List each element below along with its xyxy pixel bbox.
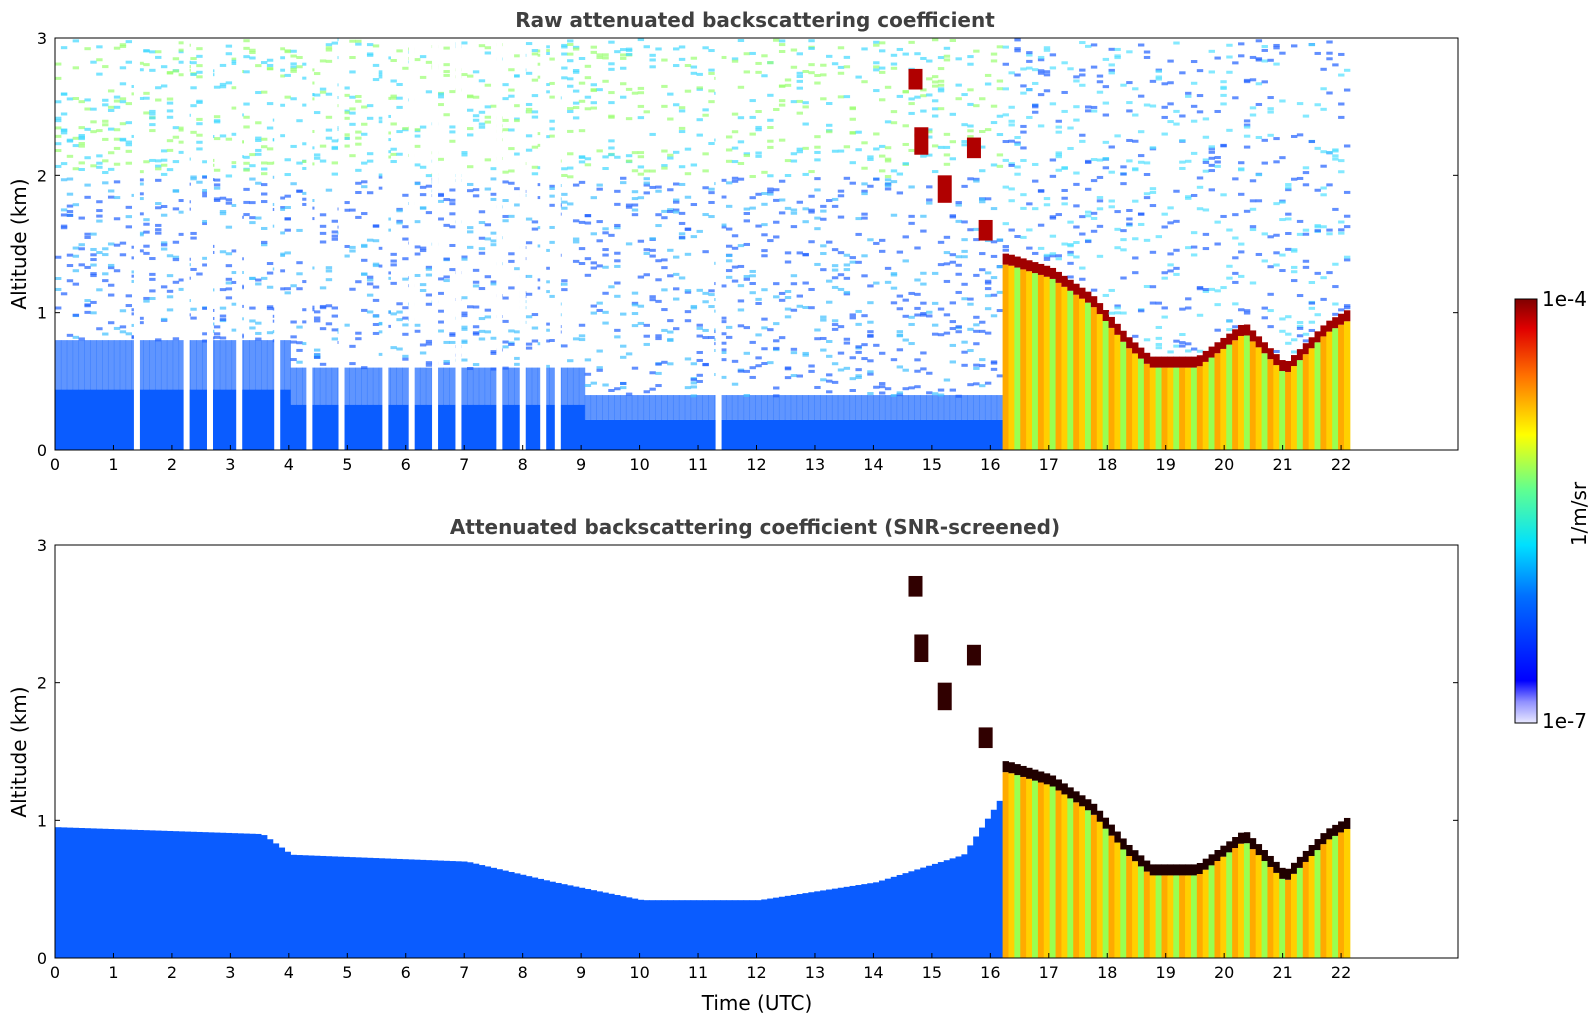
x-tick-label: 12 bbox=[746, 455, 766, 474]
snr-screened-panel: Attenuated backscattering coefficient (S… bbox=[7, 515, 1459, 1015]
x-tick-label: 7 bbox=[459, 963, 469, 982]
x-tick-label: 5 bbox=[342, 963, 352, 982]
y-axis-label: Altitude (km) bbox=[7, 686, 31, 817]
y-tick-label: 2 bbox=[37, 674, 47, 693]
x-tick-label: 0 bbox=[50, 963, 60, 982]
x-tick-label: 10 bbox=[629, 455, 649, 474]
x-tick-label: 16 bbox=[980, 963, 1000, 982]
x-tick-label: 16 bbox=[980, 455, 1000, 474]
y-tick-label: 3 bbox=[37, 29, 47, 48]
x-tick-label: 7 bbox=[459, 455, 469, 474]
y-tick-label: 1 bbox=[37, 811, 47, 830]
colorbar-max-label: 1e-4 bbox=[1542, 287, 1587, 311]
x-tick-label: 6 bbox=[401, 455, 411, 474]
x-tick-label: 12 bbox=[746, 963, 766, 982]
x-tick-label: 17 bbox=[1039, 963, 1059, 982]
x-tick-label: 22 bbox=[1331, 455, 1351, 474]
x-tick-label: 4 bbox=[284, 963, 294, 982]
x-axis-label: Time (UTC) bbox=[701, 991, 813, 1015]
x-tick-label: 21 bbox=[1272, 455, 1292, 474]
x-tick-label: 6 bbox=[401, 963, 411, 982]
panel-title: Attenuated backscattering coefficient (S… bbox=[450, 515, 1060, 539]
x-axis-ticks: 0 1 2 3 4 5 6 7 8 9 10 11 12 13 14 15 16 17 18 19 20 21 22 bbox=[50, 953, 1351, 982]
y-tick-label: 2 bbox=[37, 166, 47, 185]
x-tick-label: 15 bbox=[922, 963, 942, 982]
y-axis-label: Altitude (km) bbox=[7, 178, 31, 309]
x-tick-label: 1 bbox=[108, 455, 118, 474]
x-tick-label: 14 bbox=[863, 963, 883, 982]
y-tick-label: 3 bbox=[37, 536, 47, 555]
colorbar: 1e-4 1e-7 1/m/sr bbox=[1514, 287, 1591, 733]
x-tick-label: 14 bbox=[863, 455, 883, 474]
x-tick-label: 20 bbox=[1214, 455, 1234, 474]
x-tick-label: 1 bbox=[108, 963, 118, 982]
raw-backscatter-panel: Raw attenuated backscattering coefficien… bbox=[7, 8, 1459, 474]
x-tick-label: 0 bbox=[50, 455, 60, 474]
x-tick-label: 13 bbox=[805, 963, 825, 982]
heatmap-area bbox=[55, 38, 1351, 450]
y-axis-ticks: 0 1 2 3 bbox=[37, 29, 1458, 460]
x-tick-label: 4 bbox=[284, 455, 294, 474]
x-tick-label: 8 bbox=[518, 455, 528, 474]
heatmap-cells bbox=[55, 38, 1351, 450]
x-tick-label: 13 bbox=[805, 455, 825, 474]
x-tick-label: 9 bbox=[576, 963, 586, 982]
x-tick-label: 2 bbox=[167, 963, 177, 982]
colorbar-min-label: 1e-7 bbox=[1542, 709, 1587, 733]
x-tick-label: 22 bbox=[1331, 963, 1351, 982]
x-tick-label: 3 bbox=[225, 963, 235, 982]
colorbar-unit-label: 1/m/sr bbox=[1567, 481, 1591, 546]
x-tick-label: 19 bbox=[1156, 455, 1176, 474]
x-tick-label: 20 bbox=[1214, 963, 1234, 982]
colorbar-gradient bbox=[1514, 298, 1538, 724]
x-tick-label: 21 bbox=[1272, 963, 1292, 982]
x-tick-label: 19 bbox=[1156, 963, 1176, 982]
x-tick-label: 15 bbox=[922, 455, 942, 474]
x-tick-label: 18 bbox=[1097, 963, 1117, 982]
x-tick-label: 10 bbox=[629, 963, 649, 982]
x-tick-label: 17 bbox=[1039, 455, 1059, 474]
y-tick-label: 0 bbox=[37, 949, 47, 968]
x-tick-label: 18 bbox=[1097, 455, 1117, 474]
x-tick-label: 3 bbox=[225, 455, 235, 474]
y-tick-label: 0 bbox=[37, 441, 47, 460]
x-tick-label: 11 bbox=[688, 455, 708, 474]
x-tick-label: 8 bbox=[518, 963, 528, 982]
heatmap-area bbox=[55, 575, 1351, 958]
panel-title: Raw attenuated backscattering coefficien… bbox=[515, 8, 995, 32]
x-tick-label: 2 bbox=[167, 455, 177, 474]
x-tick-label: 5 bbox=[342, 455, 352, 474]
heatmap-cells bbox=[55, 575, 1351, 958]
y-axis-ticks: 0 1 2 3 bbox=[37, 536, 1458, 968]
x-tick-label: 11 bbox=[688, 963, 708, 982]
x-tick-label: 9 bbox=[576, 455, 586, 474]
y-tick-label: 1 bbox=[37, 304, 47, 323]
x-axis-ticks: 0 1 2 3 4 5 6 7 8 9 10 11 12 13 14 15 16 17 18 19 20 21 22 bbox=[50, 445, 1351, 474]
